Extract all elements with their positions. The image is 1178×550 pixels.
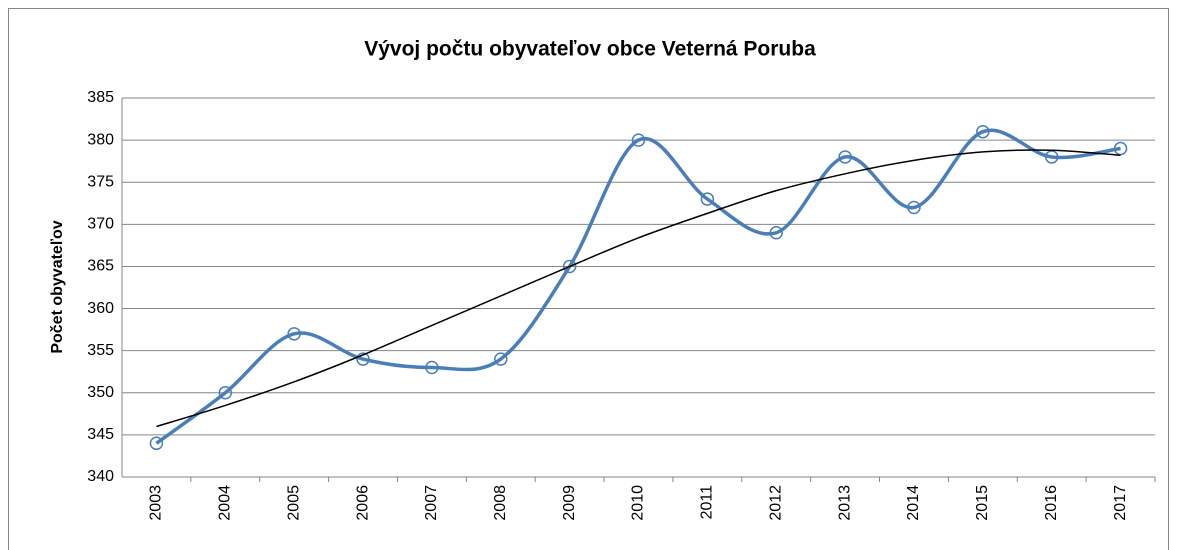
y-axis-label: Počet obyvateľov — [49, 220, 66, 353]
data-point — [631, 133, 646, 147]
y-tick-label: 360 — [87, 300, 114, 317]
x-tick-label: 2015 — [974, 485, 991, 521]
x-tick-label: 2017 — [1112, 485, 1129, 521]
data-point — [218, 386, 233, 400]
x-tick-label: 2007 — [423, 485, 440, 521]
x-tick-label: 2005 — [285, 485, 302, 521]
data-point — [907, 200, 921, 215]
x-tick-label: 2008 — [492, 485, 509, 521]
x-tick-label: 2006 — [354, 485, 371, 521]
x-tick-label: 2013 — [836, 485, 853, 521]
data-point — [425, 360, 439, 375]
data-point — [976, 124, 990, 139]
data-point — [494, 352, 508, 366]
y-tick-label: 340 — [87, 468, 114, 485]
y-tick-label: 380 — [87, 131, 114, 148]
x-tick-label: 2003 — [148, 485, 165, 521]
x-tick-label: 2009 — [561, 485, 578, 521]
data-point — [287, 327, 301, 341]
y-tick-label: 365 — [87, 258, 114, 275]
data-point — [769, 226, 783, 240]
data-line — [155, 128, 1121, 445]
x-tick-label: 2004 — [217, 485, 234, 521]
data-point — [700, 192, 715, 206]
x-tick-label: 2014 — [905, 485, 922, 521]
trend-line — [156, 149, 1121, 428]
data-point — [356, 352, 370, 366]
data-point — [562, 259, 577, 274]
x-tick-label: 2016 — [1043, 485, 1060, 521]
data-point — [149, 436, 164, 451]
y-tick-label: 370 — [87, 216, 114, 233]
x-tick-label: 2012 — [767, 485, 784, 521]
x-tick-label: 2010 — [630, 485, 647, 521]
chart-title: Vývoj počtu obyvateľov obce Veterná Poru… — [364, 38, 816, 61]
chart-border — [8, 8, 1169, 550]
y-tick-label: 375 — [87, 173, 114, 190]
y-tick-label: 355 — [87, 342, 114, 359]
y-tick-label: 350 — [87, 384, 114, 401]
y-tick-label: 385 — [87, 89, 114, 106]
x-tick-label: 2011 — [699, 485, 716, 520]
data-point — [838, 150, 852, 164]
y-tick-label: 345 — [87, 426, 114, 443]
